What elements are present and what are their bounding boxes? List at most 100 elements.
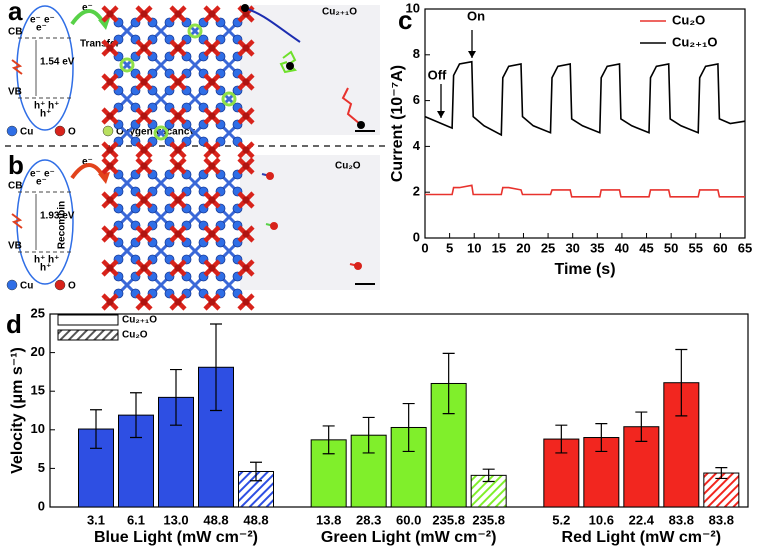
o-atom bbox=[140, 44, 148, 52]
trajectory bbox=[341, 87, 361, 125]
x-tick-label: 13.0 bbox=[163, 512, 188, 527]
electron: e⁻ bbox=[44, 169, 55, 180]
o-atom bbox=[106, 162, 114, 170]
panel-letter: a bbox=[8, 0, 23, 26]
x-tick-label: 45 bbox=[639, 240, 653, 255]
tracking-image bbox=[240, 5, 380, 135]
o-atom bbox=[140, 162, 148, 170]
x-tick-label: 35 bbox=[590, 240, 604, 255]
panel-letter: b bbox=[8, 150, 24, 180]
annotation-arrowhead bbox=[468, 51, 476, 58]
o-atom bbox=[242, 112, 250, 120]
x-tick-label: 13.8 bbox=[316, 512, 341, 527]
x-axis-label: Time (s) bbox=[554, 261, 615, 278]
x-tick-label: 10 bbox=[467, 240, 481, 255]
x-tick-label: 30 bbox=[565, 240, 579, 255]
vb-label: VB bbox=[8, 241, 22, 252]
group-label: Green Light (mW cm⁻²) bbox=[321, 529, 497, 546]
particle bbox=[357, 121, 365, 129]
error-bar bbox=[90, 409, 102, 449]
plot-frame bbox=[424, 8, 746, 239]
error-bar bbox=[170, 368, 182, 426]
arrow-label: Recombin bbox=[57, 201, 68, 249]
o-atom bbox=[140, 146, 148, 154]
group-label: Red Light (mW cm⁻²) bbox=[562, 529, 722, 546]
error-bar bbox=[362, 416, 375, 454]
particle bbox=[270, 222, 278, 230]
hole: h⁺ bbox=[34, 255, 45, 266]
o-atom bbox=[208, 10, 216, 18]
o-atom bbox=[106, 230, 114, 238]
o-atom bbox=[208, 230, 216, 238]
o-atom bbox=[174, 196, 182, 204]
electron: e⁻ bbox=[44, 15, 55, 26]
electron: e⁻ bbox=[30, 15, 41, 26]
annotation: On bbox=[467, 8, 485, 23]
legend-label: O bbox=[68, 127, 76, 138]
x-tick-label: 28.3 bbox=[356, 512, 381, 527]
o-atom bbox=[208, 162, 216, 170]
error-bar bbox=[402, 402, 415, 453]
x-tick-label: 55 bbox=[689, 240, 703, 255]
error-bar bbox=[555, 424, 568, 454]
x-tick-label: 40 bbox=[615, 240, 629, 255]
transfer-arrow bbox=[70, 163, 106, 180]
y-tick-label: 15 bbox=[31, 383, 45, 398]
x-tick-label: 60 bbox=[713, 240, 727, 255]
y-tick-label: 5 bbox=[38, 460, 45, 475]
legend-swatch bbox=[6, 125, 18, 137]
x-tick-label: 235.8 bbox=[472, 512, 505, 527]
panel-letter: c bbox=[398, 5, 412, 35]
o-atom bbox=[174, 44, 182, 52]
series-line bbox=[425, 184, 745, 198]
panel-letter: d bbox=[6, 309, 22, 339]
legend-label: Cu₂₊₁O bbox=[122, 315, 157, 326]
o-atom bbox=[140, 112, 148, 120]
transfer-arrow bbox=[70, 9, 106, 26]
particle bbox=[241, 4, 249, 12]
bolt bbox=[11, 59, 23, 75]
x-tick-label: 65 bbox=[738, 240, 752, 255]
o-atom bbox=[174, 162, 182, 170]
o-atom bbox=[208, 112, 216, 120]
o-atom bbox=[242, 196, 250, 204]
hole: h⁺ bbox=[40, 109, 51, 120]
legend-swatch bbox=[57, 314, 119, 326]
x-tick-label: 48.8 bbox=[243, 512, 268, 527]
vb-label: VB bbox=[8, 87, 22, 98]
o-atom bbox=[174, 146, 182, 154]
o-atom bbox=[208, 264, 216, 272]
error-bar bbox=[442, 352, 455, 415]
y-tick-label: 25 bbox=[31, 305, 45, 320]
o-atom bbox=[140, 78, 148, 86]
electron: e⁻ bbox=[82, 3, 93, 14]
series-line bbox=[424, 60, 746, 137]
hole: h⁺ bbox=[48, 101, 59, 112]
oxygen-vacancy bbox=[119, 57, 135, 73]
x-tick-label: 83.8 bbox=[669, 512, 694, 527]
error-bar bbox=[210, 323, 222, 412]
y-tick-label: 10 bbox=[31, 421, 45, 436]
x-tick-label: 235.8 bbox=[432, 512, 465, 527]
o-atom bbox=[208, 298, 216, 306]
o-atom bbox=[242, 264, 250, 272]
y-tick-label: 10 bbox=[406, 0, 420, 15]
o-atom bbox=[208, 44, 216, 52]
particle bbox=[286, 62, 294, 70]
x-tick-label: 50 bbox=[664, 240, 678, 255]
o-atom bbox=[174, 10, 182, 18]
error-bar bbox=[250, 461, 262, 482]
legend-label: Cu₂O bbox=[122, 330, 148, 341]
y-tick-label: 0 bbox=[38, 498, 45, 513]
y-axis-label: Current (10⁻⁷A) bbox=[389, 65, 406, 182]
y-tick-label: 4 bbox=[413, 138, 421, 153]
error-bar bbox=[595, 423, 608, 453]
o-atom bbox=[208, 78, 216, 86]
gap-label: 1.93 eV bbox=[40, 211, 75, 222]
legend-label: Cu₂O bbox=[672, 12, 705, 27]
particle bbox=[266, 172, 274, 180]
x-tick-label: 25 bbox=[541, 240, 555, 255]
y-axis-label: Velocity (μm s⁻¹) bbox=[9, 347, 26, 474]
electron: e⁻ bbox=[36, 23, 47, 34]
hole: h⁺ bbox=[34, 101, 45, 112]
